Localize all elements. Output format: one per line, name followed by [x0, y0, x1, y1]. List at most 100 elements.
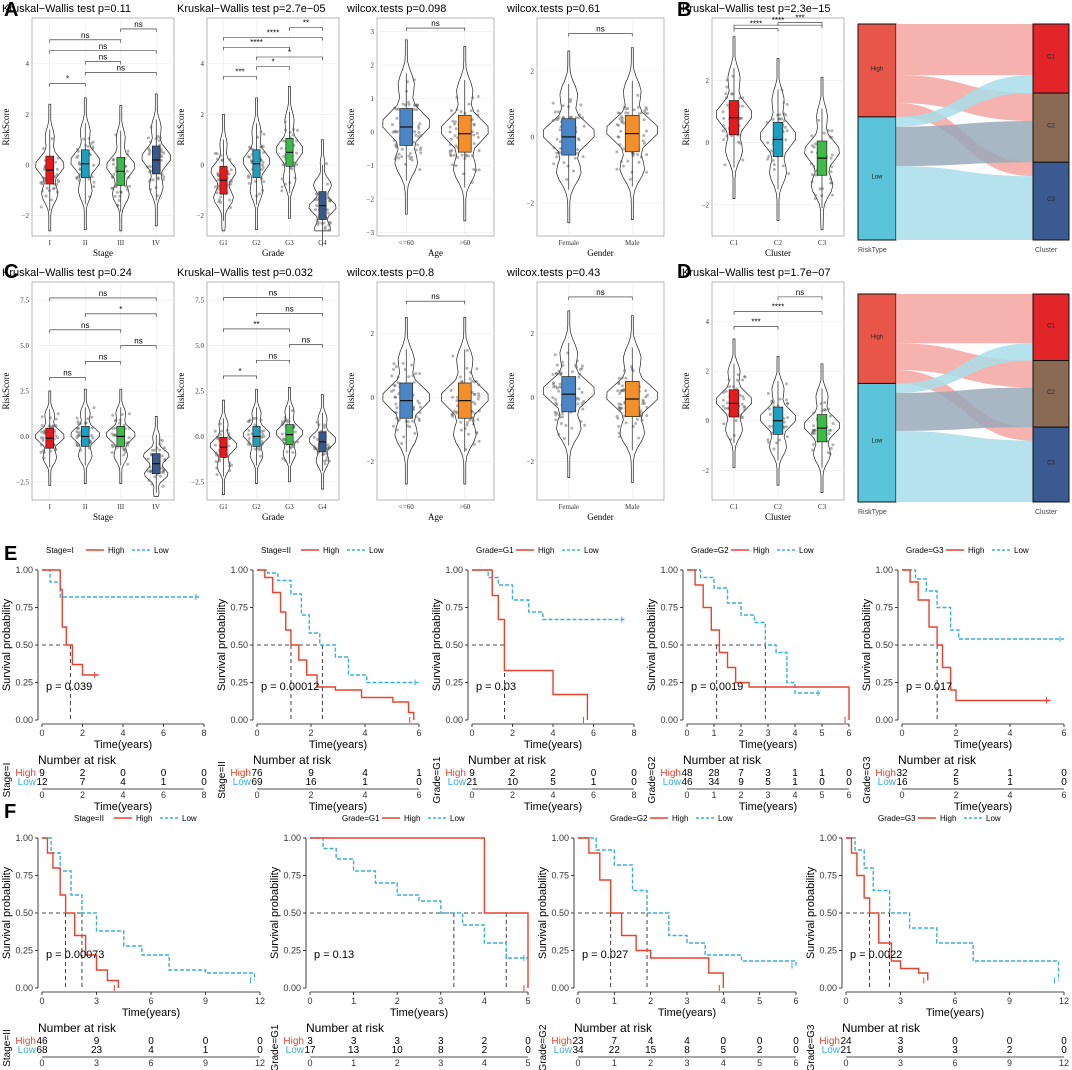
data-point: [781, 164, 785, 168]
y-tick-label: 1.00: [445, 565, 463, 575]
risk-value-high: 0: [1007, 1036, 1013, 1047]
risk-value-low: 1: [203, 1045, 209, 1056]
p-value: p = 0.039: [46, 681, 92, 693]
data-point: [289, 446, 293, 450]
data-point: [293, 176, 297, 180]
data-point: [326, 443, 330, 447]
data-point: [645, 405, 649, 409]
x-axis-label: Time(years): [122, 1007, 180, 1019]
data-point: [577, 375, 581, 379]
y-tick-label: 0: [201, 162, 205, 170]
data-point: [455, 95, 459, 99]
x-axis-label: Time(years): [739, 739, 797, 751]
data-point: [45, 186, 49, 190]
y-tick-label: 1.00: [230, 565, 248, 575]
data-point: [724, 92, 728, 96]
data-point: [551, 372, 555, 376]
data-point: [810, 431, 814, 435]
data-point: [230, 179, 234, 183]
x-tick-label: G1: [219, 503, 228, 511]
risk-row-low-label: Low: [663, 777, 682, 788]
data-point: [406, 80, 410, 84]
data-point: [75, 155, 79, 159]
y-tick-label: 2: [201, 111, 205, 119]
data-point: [111, 162, 115, 166]
risk-strata-label: Stage=II: [2, 1029, 13, 1067]
data-point: [620, 388, 624, 392]
data-point: [87, 137, 91, 141]
risk-row-low-label: Low: [233, 777, 252, 788]
data-point: [322, 452, 326, 456]
comparison-bracket: [405, 300, 466, 305]
risk-value-low: 21: [840, 1045, 852, 1056]
y-tick-label: 0.50: [15, 640, 33, 650]
risk-value-high: 23: [572, 1036, 584, 1047]
data-point: [618, 111, 622, 115]
data-point: [410, 363, 414, 367]
data-point: [228, 461, 232, 465]
node-label: Low: [871, 174, 883, 180]
data-point: [414, 133, 418, 137]
data-point: [312, 444, 316, 448]
data-point: [127, 426, 131, 430]
data-point: [560, 415, 564, 419]
risk-value-low: 1: [591, 777, 597, 788]
violin-shape: [606, 47, 659, 220]
risk-table-title: Number at risk: [253, 753, 332, 767]
data-point: [147, 152, 151, 156]
data-point: [127, 175, 131, 179]
risk-value-high: 0: [1061, 768, 1067, 779]
p-value: p = 0.027: [582, 949, 628, 961]
y-tick-label: −2: [702, 467, 710, 475]
data-point: [619, 402, 623, 406]
data-point: [323, 227, 327, 231]
p-value: p = 0.0019: [691, 681, 743, 693]
data-point: [455, 411, 459, 415]
data-point: [92, 163, 96, 167]
y-tick-label: 0.75: [283, 871, 301, 881]
data-point: [617, 402, 621, 406]
risk-row-high-label: High: [15, 768, 36, 779]
data-point: [823, 408, 827, 412]
data-point: [616, 416, 620, 420]
data-point: [581, 116, 585, 120]
data-point: [554, 117, 558, 121]
data-point: [394, 142, 398, 146]
p-value: p = 0.00012: [261, 681, 319, 693]
risk-value-high: 0: [721, 1036, 727, 1047]
data-point: [92, 406, 96, 410]
data-point: [730, 92, 734, 96]
x-tick-label: II: [83, 503, 88, 511]
x-axis-label: Stage: [93, 512, 113, 522]
y-axis-label: RiskScore: [506, 372, 516, 409]
risk-x-tick-label: 1: [612, 1058, 617, 1068]
data-point: [741, 416, 745, 420]
risk-value-low: 8: [684, 1045, 690, 1056]
risk-x-tick-label: 3: [94, 1058, 99, 1068]
legend-high-label: High: [108, 546, 124, 555]
x-tick-label: <=60: [399, 239, 414, 247]
data-point: [476, 113, 480, 117]
data-point: [78, 433, 82, 437]
data-point: [396, 107, 400, 111]
risk-x-tick-label: 0: [575, 1058, 580, 1068]
data-point: [418, 411, 422, 415]
comparison-label: ns: [99, 289, 107, 298]
data-point: [628, 177, 632, 181]
data-point: [412, 103, 416, 107]
comparison-bracket: [733, 28, 779, 32]
risk-table-title: Number at risk: [898, 753, 977, 767]
data-point: [75, 443, 79, 447]
risk-x-tick-label: 3: [765, 790, 770, 800]
data-point: [327, 228, 331, 232]
risk-strata-label: Grade=G3: [862, 756, 873, 803]
violin-shape: [440, 46, 489, 222]
y-tick-label: −2: [197, 212, 205, 220]
data-point: [88, 195, 92, 199]
data-point: [315, 204, 319, 208]
x-tick-label: IV: [153, 503, 160, 511]
data-point: [624, 107, 628, 111]
data-point: [162, 151, 166, 155]
risk-value-low: 0: [1061, 777, 1067, 788]
